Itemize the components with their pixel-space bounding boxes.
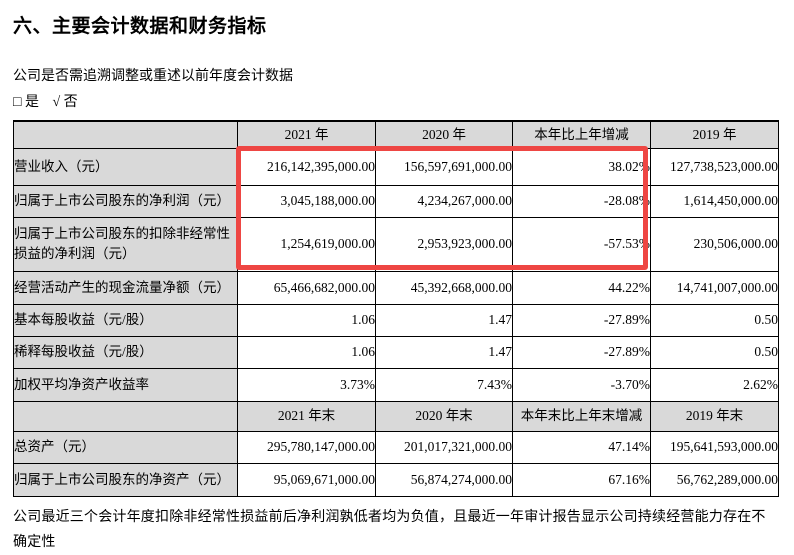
header-2021-end: 2021 年末 (237, 400, 376, 432)
restatement-question: 公司是否需追溯调整或重述以前年度会计数据 (13, 69, 293, 84)
header-blank (13, 400, 238, 432)
cash-flow-2019: 14,741,007,000.00 (650, 270, 779, 305)
row-net-profit: 归属于上市公司股东的净利润（元） 3,045,188,000.00 4,234,… (13, 184, 779, 218)
header-2021: 2021 年 (237, 120, 376, 149)
cash-flow-2021: 65,466,682,000.00 (237, 270, 376, 305)
row-total-assets: 总资产（元） 295,780,147,000.00 201,017,321,00… (13, 430, 779, 464)
diluted-eps-2019: 0.50 (650, 335, 779, 369)
deducted-profit-2021: 1,254,619,000.00 (237, 216, 376, 272)
total-assets-change: 47.14% (512, 430, 651, 464)
basic-eps-change: -27.89% (512, 303, 651, 337)
header-2019-end: 2019 年末 (650, 400, 779, 432)
revenue-2021: 216,142,395,000.00 (237, 147, 376, 186)
total-assets-2019: 195,641,593,000.00 (650, 430, 779, 464)
roe-2020: 7.43% (375, 367, 513, 402)
header-2020-end: 2020 年末 (375, 400, 513, 432)
row-weighted-roe: 加权平均净资产收益率 3.73% 7.43% -3.70% 2.62% (13, 367, 779, 402)
net-profit-2019: 1,614,450,000.00 (650, 184, 779, 218)
restatement-answer-line: □ 是 √ 否 (13, 91, 88, 111)
revenue-2019: 127,738,523,000.00 (650, 147, 779, 186)
row-label: 加权平均净资产收益率 (13, 367, 238, 402)
row-label: 归属于上市公司股东的净利润（元） (13, 184, 238, 218)
header-2019: 2019 年 (650, 120, 779, 149)
basic-eps-2021: 1.06 (237, 303, 376, 337)
row-label: 稀释每股收益（元/股） (13, 335, 238, 369)
cash-flow-change: 44.22% (512, 270, 651, 305)
deducted-profit-2020: 2,953,923,000.00 (375, 216, 513, 272)
row-label: 营业收入（元） (13, 147, 238, 186)
section-title: 六、主要会计数据和财务指标 (13, 16, 267, 37)
deducted-profit-2019: 230,506,000.00 (650, 216, 779, 272)
basic-eps-2020: 1.47 (375, 303, 513, 337)
diluted-eps-2021: 1.06 (237, 335, 376, 369)
row-label: 归属于上市公司股东的扣除非经常性损益的净利润（元） (13, 216, 238, 272)
header-blank (13, 120, 238, 149)
row-label: 基本每股收益（元/股） (13, 303, 238, 337)
row-basic-eps: 基本每股收益（元/股） 1.06 1.47 -27.89% 0.50 (13, 303, 779, 337)
row-label: 归属于上市公司股东的净资产（元） (13, 462, 238, 497)
net-profit-change: -28.08% (512, 184, 651, 218)
deducted-profit-change: -57.53% (512, 216, 651, 272)
row-operating-cash-flow: 经营活动产生的现金流量净额（元） 65,466,682,000.00 45,39… (13, 270, 779, 305)
revenue-change: 38.02% (512, 147, 651, 186)
roe-2021: 3.73% (237, 367, 376, 402)
row-label: 经营活动产生的现金流量净额（元） (13, 270, 238, 305)
diluted-eps-change: -27.89% (512, 335, 651, 369)
header-yoy-change: 本年比上年增减 (512, 120, 651, 149)
row-net-assets: 归属于上市公司股东的净资产（元） 95,069,671,000.00 56,87… (13, 462, 779, 497)
diluted-eps-2020: 1.47 (375, 335, 513, 369)
financial-indicators-table: 2021 年 2020 年 本年比上年增减 2019 年 营业收入（元） 216… (13, 120, 779, 497)
checkbox-option-yes: □ 是 (13, 95, 39, 110)
revenue-2020: 156,597,691,000.00 (375, 147, 513, 186)
row-revenue: 营业收入（元） 216,142,395,000.00 156,597,691,0… (13, 147, 779, 186)
header-row-year-end: 2021 年末 2020 年末 本年末比上年末增减 2019 年末 (13, 400, 779, 432)
header-row-annual: 2021 年 2020 年 本年比上年增减 2019 年 (13, 120, 779, 149)
net-profit-2020: 4,234,267,000.00 (375, 184, 513, 218)
roe-2019: 2.62% (650, 367, 779, 402)
header-year-end-change: 本年末比上年末增减 (512, 400, 651, 432)
total-assets-2021: 295,780,147,000.00 (237, 430, 376, 464)
header-2020: 2020 年 (375, 120, 513, 149)
checkbox-option-no: √ 否 (52, 95, 78, 110)
row-diluted-eps: 稀释每股收益（元/股） 1.06 1.47 -27.89% 0.50 (13, 335, 779, 369)
total-assets-2020: 201,017,321,000.00 (375, 430, 513, 464)
going-concern-footnote: 公司最近三个会计年度扣除非经常性损益前后净利润孰低者均为负值，且最近一年审计报告… (13, 510, 766, 550)
net-profit-2021: 3,045,188,000.00 (237, 184, 376, 218)
financial-indicators-table-wrap: 2021 年 2020 年 本年比上年增减 2019 年 营业收入（元） 216… (13, 120, 779, 497)
net-assets-2020: 56,874,274,000.00 (375, 462, 513, 497)
row-label: 总资产（元） (13, 430, 238, 464)
row-net-profit-deducted: 归属于上市公司股东的扣除非经常性损益的净利润（元） 1,254,619,000.… (13, 216, 779, 272)
basic-eps-2019: 0.50 (650, 303, 779, 337)
net-assets-change: 67.16% (512, 462, 651, 497)
net-assets-2021: 95,069,671,000.00 (237, 462, 376, 497)
cash-flow-2020: 45,392,668,000.00 (375, 270, 513, 305)
net-assets-2019: 56,762,289,000.00 (650, 462, 779, 497)
roe-change: -3.70% (512, 367, 651, 402)
